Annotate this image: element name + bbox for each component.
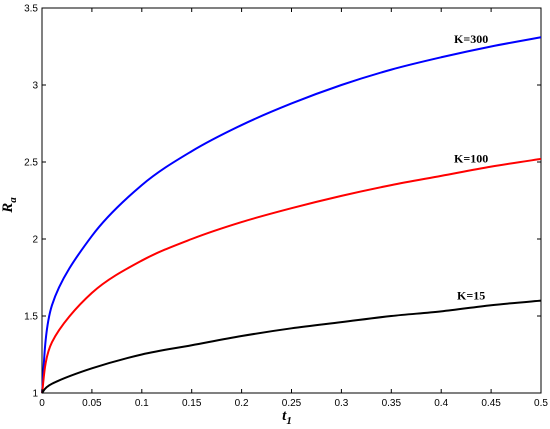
x-tick-label: 0.2 <box>235 398 249 409</box>
x-tick-label: 0.25 <box>282 398 302 409</box>
y-tick-label: 1 <box>32 389 38 400</box>
x-tick-label: 0.5 <box>534 398 548 409</box>
y-axis-label: Ra <box>0 197 19 214</box>
y-tick-label: 2 <box>32 235 38 246</box>
x-tick-label: 0.1 <box>135 398 149 409</box>
x-axis: 0 0.05 0.1 0.15 0.2 0.25 0.3 0.35 0.4 0.45 0.5 <box>39 8 548 409</box>
x-tick-label: 0.05 <box>82 398 102 409</box>
series-layer <box>41 36 542 394</box>
series-line-k-300 <box>41 36 542 394</box>
x-axis-label: t1 <box>282 408 292 427</box>
y-tick-label: 3.5 <box>24 4 38 15</box>
y-axis: 1 1.5 2 2.5 3 3.5 <box>24 4 541 400</box>
curve-labels: K=300 K=100 K=15 <box>454 32 488 303</box>
y-tick-label: 1.5 <box>24 312 38 323</box>
series-line-k-15 <box>41 299 542 394</box>
x-tick-label: 0.35 <box>382 398 402 409</box>
y-tick-label: 3 <box>32 81 38 92</box>
x-tick-label: 0.4 <box>434 398 448 409</box>
series-line-k-100 <box>41 157 542 394</box>
curve-label: K=100 <box>454 151 488 165</box>
y-tick-label: 2.5 <box>24 158 38 169</box>
plot-area: 0 0.05 0.1 0.15 0.2 0.25 0.3 0.35 0.4 0.45 0.5 1 1.… <box>24 4 548 410</box>
x-tick-label: 0 <box>39 398 45 409</box>
x-tick-label: 0.45 <box>481 398 501 409</box>
curve-label: K=15 <box>457 289 485 303</box>
x-tick-label: 0.15 <box>182 398 202 409</box>
plot-frame <box>41 7 542 394</box>
x-tick-label: 0.3 <box>334 398 348 409</box>
curve-label: K=300 <box>454 32 488 46</box>
